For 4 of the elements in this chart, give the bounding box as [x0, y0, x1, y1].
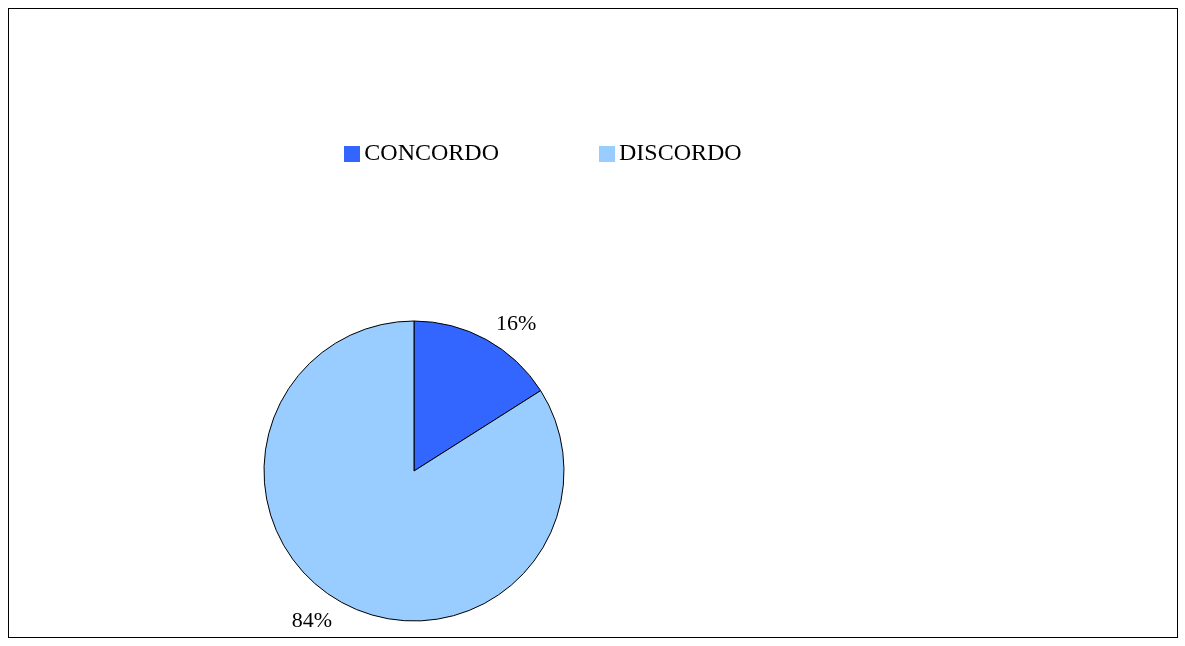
legend-label: CONCORDO: [364, 139, 499, 165]
data-label: 84%: [291, 607, 333, 633]
legend-label: DISCORDO: [619, 139, 742, 165]
data-label: 16%: [495, 309, 537, 335]
